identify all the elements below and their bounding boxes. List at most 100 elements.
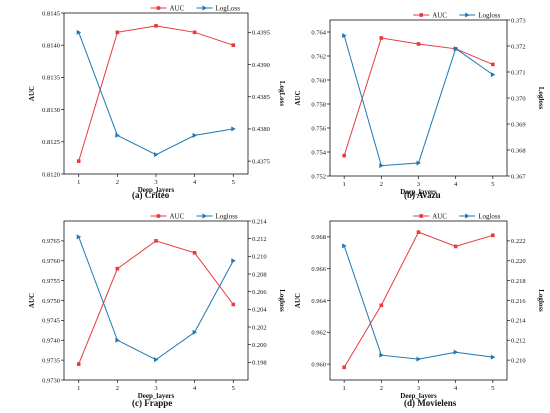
panel-caption: (a) Criteo — [132, 190, 170, 200]
x-axis-label: Deep_layers — [400, 392, 437, 400]
auc-point — [342, 365, 346, 370]
logloss-point — [490, 354, 496, 360]
logloss-point — [76, 234, 82, 240]
logloss-point — [342, 243, 347, 249]
y2-axis-label: Logloss — [537, 87, 545, 110]
y2-tick-label: 0.369 — [511, 121, 526, 128]
y-tick-label: 0.9760 — [42, 258, 60, 265]
y2-tick-label: 0.212 — [511, 338, 526, 345]
logloss-point — [490, 72, 496, 78]
y-tick-label: 0.9765 — [42, 238, 60, 245]
x-tick-label: 3 — [417, 385, 420, 392]
y-tick-label: 0.9750 — [42, 298, 60, 305]
legend-logloss-label: Logloss — [478, 212, 500, 220]
y2-tick-label: 0.210 — [252, 254, 267, 261]
y-tick-label: 0.9745 — [42, 318, 60, 325]
y-tick-label: 0.752 — [311, 173, 326, 180]
x-tick-label: 4 — [454, 181, 458, 188]
x-tick-label: 4 — [193, 385, 197, 392]
auc-point — [192, 30, 197, 35]
x-axis-label: Deep_layers — [138, 186, 175, 194]
y2-tick-label: 0.214 — [252, 218, 267, 225]
series-line-auc — [343, 231, 493, 368]
series-line-logloss — [343, 245, 493, 360]
x-tick-label: 2 — [116, 385, 119, 392]
y-tick-label: 0.966 — [311, 266, 326, 273]
logloss-point — [379, 163, 384, 169]
chart-panel-4: 1 2 3 4 5 0.960 0.962 0.964 0.966 0.968 0.210 0.212… — [294, 212, 545, 408]
y2-tick-label: 0.214 — [511, 318, 526, 325]
x-axis-label: Deep_layers — [138, 392, 175, 400]
y2-tick-label: 0.4375 — [252, 158, 270, 165]
logloss-point — [231, 258, 236, 264]
y-tick-label: 0.756 — [311, 125, 326, 132]
y-tick-label: 0.760 — [311, 77, 326, 84]
logloss-point — [76, 29, 82, 35]
panel-caption: (b) Avazu — [404, 190, 441, 200]
y2-tick-label: 0.216 — [511, 298, 526, 305]
y-tick-label: 0.9740 — [42, 338, 60, 345]
y2-tick-label: 0.218 — [511, 278, 526, 285]
y-tick-label: 0.8120 — [42, 171, 60, 178]
x-tick-label: 4 — [454, 385, 458, 392]
y-axis-label: AUC — [294, 293, 302, 308]
legend-auc-label: AUC — [169, 4, 184, 12]
series-line-logloss — [78, 236, 234, 361]
auc-point — [379, 303, 384, 308]
y2-tick-label: 0.198 — [252, 360, 267, 367]
logloss-point — [154, 152, 159, 158]
x-tick-label: 1 — [343, 181, 346, 188]
logloss-point — [416, 160, 421, 166]
legend-auc-label: AUC — [169, 212, 184, 220]
x-axis-label: Deep_layers — [400, 188, 437, 196]
auc-point — [416, 230, 421, 234]
y-tick-label: 0.962 — [311, 330, 326, 337]
legend-logloss-marker — [202, 5, 207, 11]
auc-point — [76, 362, 81, 366]
x-tick-label: 3 — [417, 181, 420, 188]
plot-frame — [63, 220, 249, 381]
x-tick-label: 5 — [491, 385, 494, 392]
y-tick-label: 0.9755 — [42, 278, 60, 285]
x-tick-label: 5 — [232, 179, 235, 186]
legend-logloss-label: Logloss — [478, 11, 500, 19]
auc-point — [231, 302, 236, 307]
y2-tick-label: 0.4390 — [252, 62, 270, 69]
auc-point — [453, 244, 458, 249]
logloss-point — [154, 357, 159, 363]
logloss-point — [192, 132, 198, 138]
logloss-point — [231, 126, 236, 132]
panel-caption: (c) Frappe — [132, 398, 172, 408]
auc-point — [379, 36, 384, 40]
y2-tick-label: 0.367 — [511, 173, 526, 180]
legend-logloss-label: Logloss — [215, 212, 237, 220]
legend-auc-marker — [419, 214, 423, 218]
y2-tick-label: 0.210 — [511, 357, 526, 364]
panel-caption: (d) Movielens — [404, 398, 457, 408]
legend-logloss-label: LogLoss — [215, 4, 240, 12]
y-tick-label: 0.960 — [311, 361, 326, 368]
y2-tick-label: 0.208 — [252, 271, 267, 278]
y-tick-label: 0.754 — [311, 149, 326, 156]
legend-auc-label: AUC — [432, 11, 447, 19]
x-tick-label: 2 — [380, 385, 383, 392]
y2-tick-label: 0.212 — [252, 236, 267, 243]
logloss-point — [453, 349, 459, 355]
auc-point — [115, 30, 120, 35]
legend-auc-marker — [156, 6, 161, 10]
x-tick-label: 2 — [380, 181, 383, 188]
y-tick-label: 0.8125 — [42, 139, 60, 146]
y-axis-label: AUC — [294, 90, 302, 105]
auc-point — [342, 153, 346, 158]
series-line-auc — [343, 37, 493, 156]
y2-tick-label: 0.370 — [511, 95, 526, 102]
legend-logloss-marker — [465, 213, 470, 219]
y-tick-label: 0.9735 — [42, 357, 60, 364]
y-tick-label: 0.8140 — [42, 43, 60, 50]
logloss-point — [453, 46, 459, 52]
auc-point — [115, 266, 120, 271]
x-tick-label: 5 — [491, 181, 494, 188]
y-tick-label: 0.964 — [311, 298, 326, 305]
y-axis-label: AUC — [28, 293, 36, 308]
y-tick-label: 0.9730 — [42, 377, 60, 384]
